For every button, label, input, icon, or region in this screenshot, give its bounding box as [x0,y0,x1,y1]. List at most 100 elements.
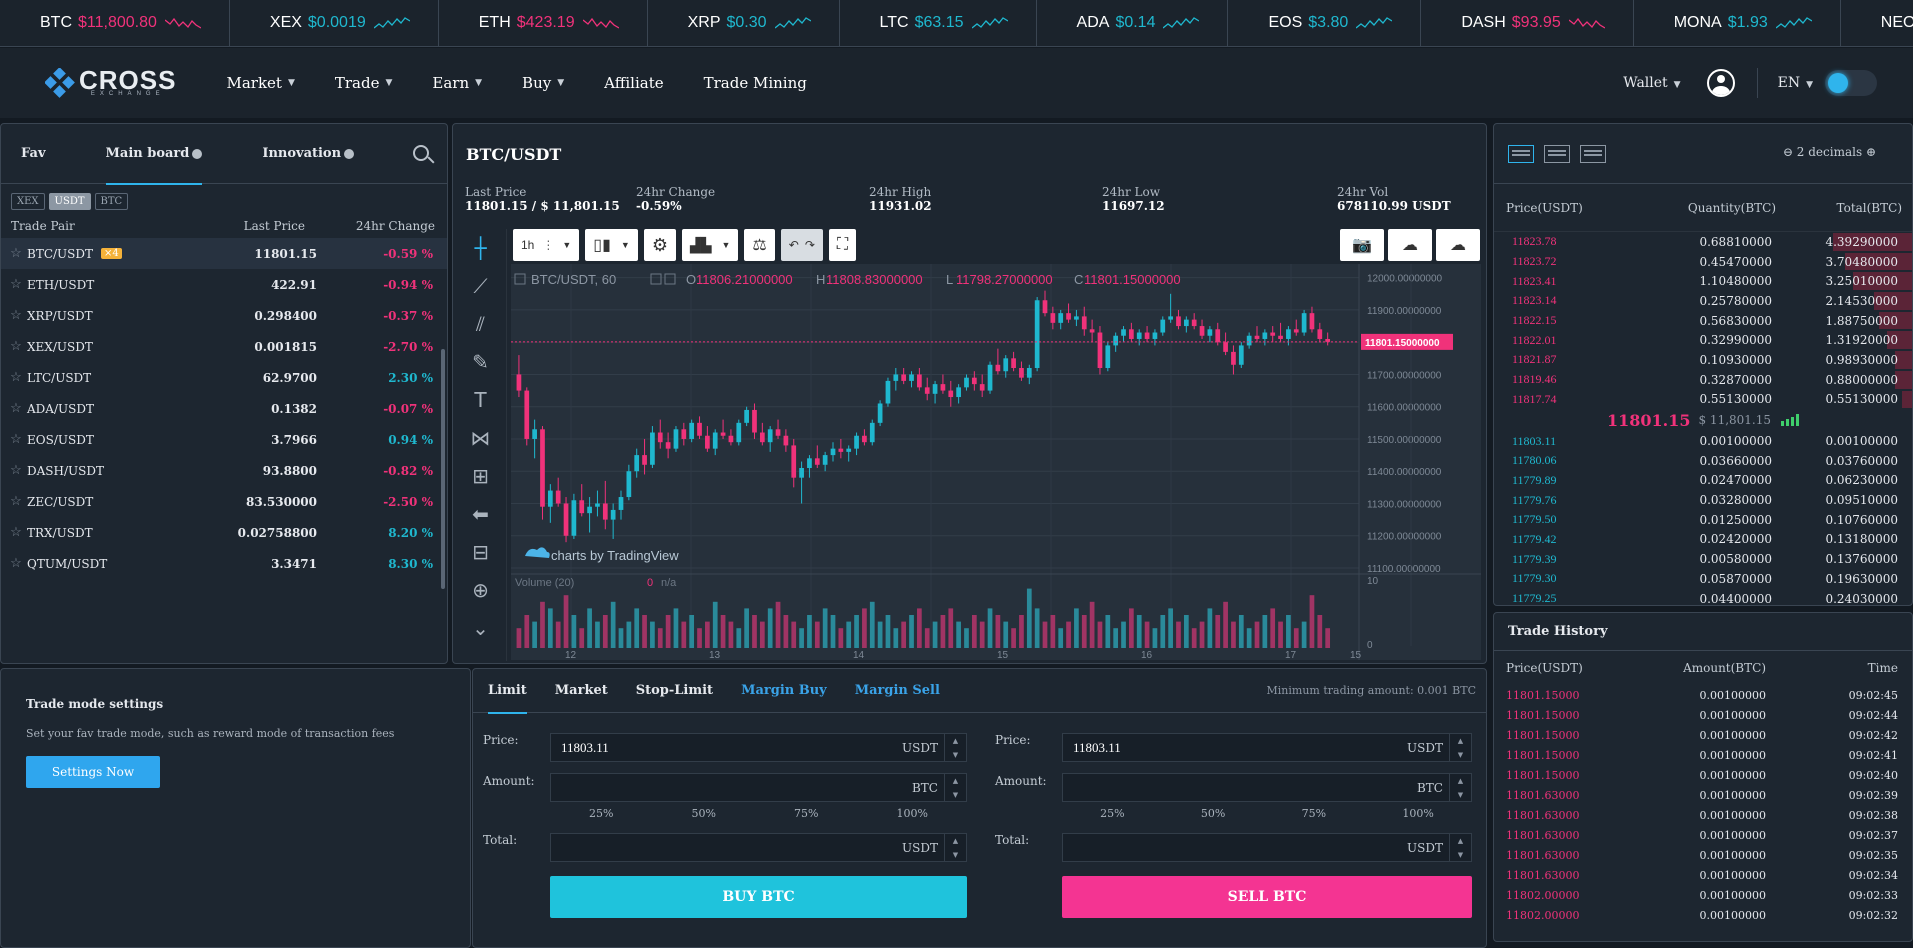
market-row[interactable]: ☆ XEX/USDT 0.001815 -2.70 % [1,331,447,362]
ask-row[interactable]: 11823.14 0.25780000 2.14530000 [1494,291,1912,311]
nav-market[interactable]: Market ▼ [226,74,294,92]
layout-both-icon[interactable] [1508,144,1534,163]
ruler-icon[interactable]: ⊞ [472,464,489,488]
pct-75[interactable]: 75% [794,807,819,820]
pct-25[interactable]: 25% [1100,807,1125,820]
language-select[interactable]: EN ▼ [1778,75,1813,91]
redo-icon[interactable]: ↷ [804,238,815,252]
settings-button[interactable]: ⚙ [643,229,676,261]
star-icon[interactable]: ☆ [10,339,22,354]
star-icon[interactable]: ☆ [10,401,22,416]
ticker-item[interactable]: XRP $0.30 [648,0,840,46]
pattern-icon[interactable]: ⋈ [470,426,491,450]
buy-price-input[interactable]: 11803.11 USDT ▲ ▼ [550,733,967,762]
search-icon[interactable] [413,145,429,161]
market-row[interactable]: ☆ ADA/USDT 0.1382 -0.07 % [1,393,447,424]
arrow-left-icon[interactable]: ⬅ [472,502,489,526]
col-trade-pair[interactable]: Trade Pair [11,219,75,233]
stepper[interactable]: ▲ ▼ [944,834,966,861]
star-icon[interactable]: ☆ [10,277,22,292]
ask-row[interactable]: 11819.46 0.32870000 0.88000000 [1494,370,1912,390]
market-row[interactable]: ☆ ETH/USDT 422.91 -0.94 % [1,269,447,300]
bid-row[interactable]: 11779.39 0.00580000 0.13760000 [1494,549,1912,569]
pct-75[interactable]: 75% [1301,807,1327,820]
star-icon[interactable]: ☆ [10,463,22,478]
market-row[interactable]: ☆ DASH/USDT 93.8800 -0.82 % [1,455,447,486]
tab-innovation[interactable]: Innovation [262,124,355,184]
compare-button[interactable]: ⚖ [744,229,775,261]
col-last-price[interactable]: Last Price [243,219,305,233]
stepper[interactable]: ▲ ▼ [1449,834,1471,861]
ticker-item[interactable]: XEX $0.0019 [230,0,439,46]
pct-100[interactable]: 100% [896,807,928,820]
sell-total-input[interactable]: USDT ▲ ▼ [1062,833,1472,862]
wallet-menu[interactable]: Wallet ▼ [1623,75,1680,91]
star-icon[interactable]: ☆ [10,525,22,540]
fullscreen-button[interactable]: ⛶ [828,229,857,261]
pct-50[interactable]: 50% [691,807,716,820]
chip-usdt[interactable]: USDT [48,193,91,210]
ticker-item[interactable]: LTC $63.15 [840,0,1037,46]
tab-main-board[interactable]: Main board [105,124,203,185]
nav-trade[interactable]: Trade ▼ [335,74,393,92]
pct-25[interactable]: 25% [589,807,614,820]
candle-type-button[interactable]: ▯▮ ▼ [585,229,638,261]
tab-margin-buy[interactable]: Margin Buy [741,683,827,698]
market-row[interactable]: ☆ TRX/USDT 0.02758800 8.20 % [1,517,447,548]
layout-bids-icon[interactable] [1544,144,1570,163]
plus-icon[interactable]: ⊕ [1865,145,1876,159]
decimals-select[interactable]: ⊖ 2 decimals ⊕ [1783,145,1876,159]
stepper[interactable]: ▲ ▼ [944,734,966,761]
text-icon[interactable]: T [474,388,487,412]
interval-select[interactable]: 1h ⋮ ▼ [513,229,580,261]
tab-market[interactable]: Market [554,683,608,698]
sell-amount-input[interactable]: BTC ▲ ▼ [1062,773,1472,802]
chip-xex[interactable]: XEX [11,193,45,210]
theme-toggle[interactable] [1825,70,1877,96]
measure-icon[interactable]: ⊟ [472,540,489,564]
stepper[interactable]: ▲ ▼ [944,774,966,801]
nav-affiliate[interactable]: Affiliate [604,74,663,92]
ticker-item[interactable]: ADA $0.14 [1037,0,1229,46]
bid-row[interactable]: 11803.11 0.00100000 0.00100000 [1494,431,1912,451]
settings-now-button[interactable]: Settings Now [26,756,160,788]
star-icon[interactable]: ☆ [10,370,22,385]
nav-buy[interactable]: Buy ▼ [522,74,564,92]
tab-margin-sell[interactable]: Margin Sell [854,683,940,698]
ask-row[interactable]: 11823.78 0.68810000 4.39290000 [1494,232,1912,252]
tab-stop-limit[interactable]: Stop-Limit [635,683,714,698]
market-row[interactable]: ☆ ZEC/USDT 83.530000 -2.50 % [1,486,447,517]
logo[interactable]: CROSS EXCHANGE [45,67,176,98]
market-row[interactable]: ☆ BTC/USDT ×4 11801.15 -0.59 % [1,238,447,269]
bid-row[interactable]: 11779.76 0.03280000 0.09510000 [1494,490,1912,510]
undo-icon[interactable]: ↶ [788,238,799,252]
user-icon[interactable] [1706,69,1735,97]
tab-limit[interactable]: Limit [488,669,527,714]
ticker-item[interactable]: MONA $1.93 [1634,0,1841,46]
col-24hr-change[interactable]: 24hr Change [355,219,435,233]
stepper[interactable]: ▲ ▼ [1449,774,1471,801]
star-icon[interactable]: ☆ [10,308,22,323]
fib-icon[interactable]: ⫽ [476,312,485,336]
brush-icon[interactable]: ✎ [472,350,489,374]
ticker-item[interactable]: DASH $93.95 [1421,0,1634,46]
star-icon[interactable]: ☆ [10,246,22,261]
sell-price-input[interactable]: 11803.11 USDT ▲ ▼ [1062,733,1472,762]
star-icon[interactable]: ☆ [10,556,22,571]
ask-row[interactable]: 11823.41 1.10480000 3.25010000 [1494,271,1912,291]
chip-btc[interactable]: BTC [94,193,129,210]
trend-line-icon[interactable]: ⟋ [473,274,488,298]
load-chart-button[interactable]: ☁ [1388,229,1432,261]
nav-trade-mining[interactable]: Trade Mining [704,74,807,92]
buy-total-input[interactable]: USDT ▲ ▼ [550,833,967,862]
ask-row[interactable]: 11817.74 0.55130000 0.55130000 [1494,390,1912,410]
bid-row[interactable]: 11780.06 0.03660000 0.03760000 [1494,451,1912,471]
save-chart-button[interactable]: ☁ [1436,229,1480,261]
bid-row[interactable]: 11779.25 0.04400000 0.24030000 [1494,589,1912,609]
indicators-button[interactable]: ▟▙ ▼ [681,229,739,261]
bid-row[interactable]: 11779.50 0.01250000 0.10760000 [1494,510,1912,530]
ask-row[interactable]: 11822.01 0.32990000 1.31920000 [1494,330,1912,350]
buy-button[interactable]: BUY BTC [550,876,967,918]
ticker-item[interactable]: ETH $423.19 [439,0,648,46]
pct-50[interactable]: 50% [1200,807,1226,820]
